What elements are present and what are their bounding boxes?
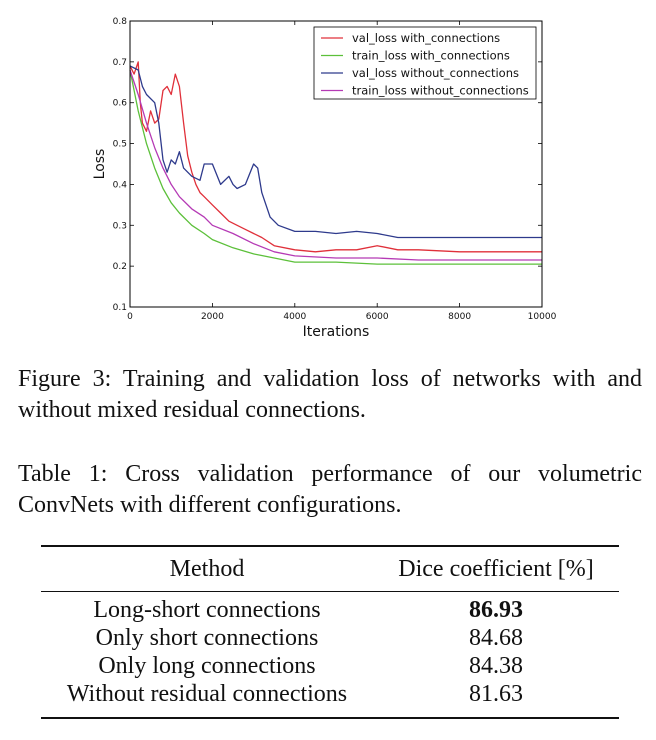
- row-dice: 84.38: [469, 652, 523, 679]
- series-line-1: [129, 61, 542, 253]
- y-tick-label: 0.7: [113, 58, 127, 68]
- series-line-3: [129, 65, 542, 239]
- results-table: Method Dice coefficient [%] Long-short c…: [41, 545, 619, 719]
- legend-label: train_loss with_connections: [352, 49, 510, 63]
- x-tick-label: 6000: [366, 312, 389, 322]
- figure-caption: Figure 3: Training and validation loss o…: [18, 366, 642, 423]
- legend-label: val_loss with_connections: [352, 31, 500, 45]
- table-row: Long-short connections 86.93: [41, 592, 619, 625]
- header-dice: Dice coefficient [%]: [398, 555, 594, 582]
- y-tick-label: 0.5: [113, 140, 127, 150]
- y-tick-label: 0.3: [113, 221, 127, 231]
- series-line-2: [129, 69, 542, 265]
- table-row: Only short connections 84.68: [41, 624, 619, 652]
- y-tick-label: 0.4: [113, 180, 128, 190]
- table-caption: Table 1: Cross validation performance of…: [18, 461, 642, 518]
- y-tick-label: 0.1: [113, 303, 127, 313]
- x-tick-label: 2000: [201, 312, 224, 322]
- y-axis-label: Loss: [92, 149, 108, 180]
- header-method: Method: [169, 555, 245, 582]
- row-method: Without residual connections: [66, 680, 348, 707]
- y-tick-label: 0.2: [113, 262, 127, 272]
- row-dice: 81.63: [469, 680, 523, 707]
- legend-box: [313, 26, 537, 100]
- loss-chart: 0 2000 4000 6000 8000 10000 0.1 0.2 0.3 0.4 0.5 0.6…: [92, 17, 557, 340]
- legend-label: train_loss without_connections: [352, 84, 529, 98]
- table-row: Only long connections 84.38: [41, 652, 619, 680]
- row-method: Only long connections: [98, 652, 316, 679]
- table-header-row: Method Dice coefficient [%]: [41, 546, 619, 592]
- legend: val_loss with_connections train_loss with…: [313, 26, 537, 100]
- plot-lines: [129, 61, 542, 265]
- table-row: Without residual connections 81.63: [41, 680, 619, 718]
- row-method: Long-short connections: [93, 596, 321, 623]
- x-tick-label: 0: [127, 312, 133, 322]
- x-tick-label: 8000: [448, 312, 471, 322]
- x-tick-label: 10000: [528, 312, 557, 322]
- plot-frame: [129, 20, 543, 308]
- y-tick-label: 0.6: [113, 99, 128, 109]
- row-dice-best: 86.93: [469, 596, 523, 623]
- axis-ticks: 0 2000 4000 6000 8000 10000 0.1 0.2 0.3 0.4 0.5 0.6…: [113, 17, 557, 322]
- x-axis-label: Iterations: [303, 324, 370, 340]
- row-dice: 84.68: [469, 624, 523, 651]
- y-tick-label: 0.8: [113, 17, 128, 27]
- series-line-4: [129, 69, 542, 261]
- legend-label: val_loss without_connections: [352, 66, 519, 80]
- row-method: Only short connections: [95, 624, 319, 651]
- x-tick-label: 4000: [283, 312, 306, 322]
